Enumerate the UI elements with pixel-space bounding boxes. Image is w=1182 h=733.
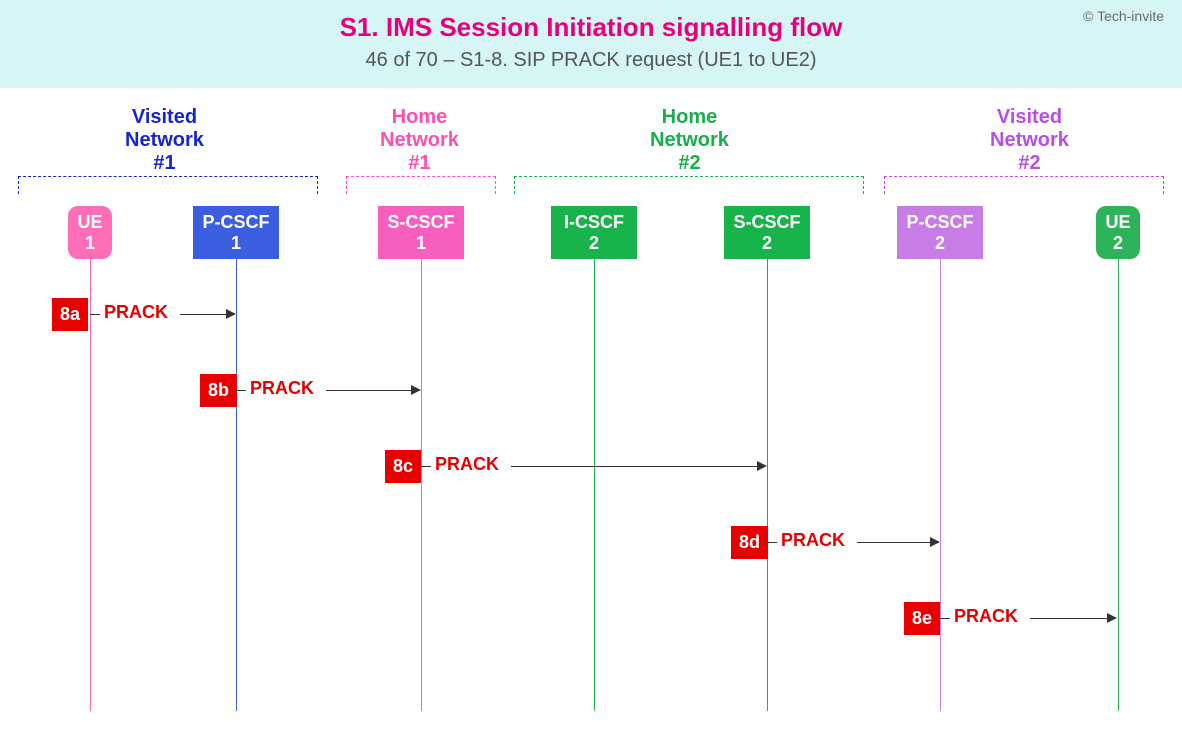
network-bracket [514, 176, 864, 194]
message-label: PRACK [954, 606, 1018, 627]
step-8b: 8b [200, 374, 237, 407]
arrow-head-icon [1107, 613, 1117, 623]
copyright-label: © Tech-invite [1083, 8, 1164, 24]
message-tick [90, 314, 100, 315]
message-label: PRACK [104, 302, 168, 323]
network-label: Home Network #1 [380, 106, 459, 175]
network-label: Home Network #2 [650, 106, 729, 175]
lifeline-ue2 [1118, 258, 1119, 711]
lifeline-ue1 [90, 258, 91, 711]
message-tick [236, 390, 246, 391]
message-label: PRACK [781, 530, 845, 551]
step-8c: 8c [385, 450, 421, 483]
node-ue1: UE 1 [68, 206, 112, 259]
message-arrow [1030, 618, 1109, 619]
node-pcscf1: P-CSCF 1 [193, 206, 279, 259]
page-title: S1. IMS Session Initiation signalling fl… [0, 12, 1182, 43]
message-arrow [857, 542, 932, 543]
lifeline-scscf1 [421, 258, 422, 711]
message-arrow [511, 466, 759, 467]
page-subtitle: 46 of 70 – S1-8. SIP PRACK request (UE1 … [0, 49, 1182, 72]
network-label: Visited Network #1 [125, 106, 204, 175]
arrow-head-icon [226, 309, 236, 319]
network-bracket [346, 176, 496, 194]
message-tick [940, 618, 950, 619]
node-icscf2: I-CSCF 2 [551, 206, 637, 259]
lifeline-pcscf1 [236, 258, 237, 711]
arrow-head-icon [757, 461, 767, 471]
arrow-head-icon [411, 385, 421, 395]
message-label: PRACK [435, 454, 499, 475]
message-label: PRACK [250, 378, 314, 399]
message-arrow [326, 390, 413, 391]
network-bracket [884, 176, 1164, 194]
network-label: Visited Network #2 [990, 106, 1069, 175]
arrow-head-icon [930, 537, 940, 547]
message-tick [421, 466, 431, 467]
lifeline-pcscf2 [940, 258, 941, 711]
step-8d: 8d [731, 526, 768, 559]
node-pcscf2: P-CSCF 2 [897, 206, 983, 259]
node-ue2: UE 2 [1096, 206, 1140, 259]
network-bracket [18, 176, 318, 194]
header: S1. IMS Session Initiation signalling fl… [0, 0, 1182, 88]
message-tick [767, 542, 777, 543]
step-8a: 8a [52, 298, 88, 331]
lifeline-scscf2 [767, 258, 768, 711]
message-arrow [180, 314, 228, 315]
node-scscf1: S-CSCF 1 [378, 206, 464, 259]
lifeline-icscf2 [594, 258, 595, 711]
step-8e: 8e [904, 602, 940, 635]
sequence-diagram: Visited Network #1 Home Network #1 Home Ne… [0, 88, 1182, 721]
node-scscf2: S-CSCF 2 [724, 206, 810, 259]
